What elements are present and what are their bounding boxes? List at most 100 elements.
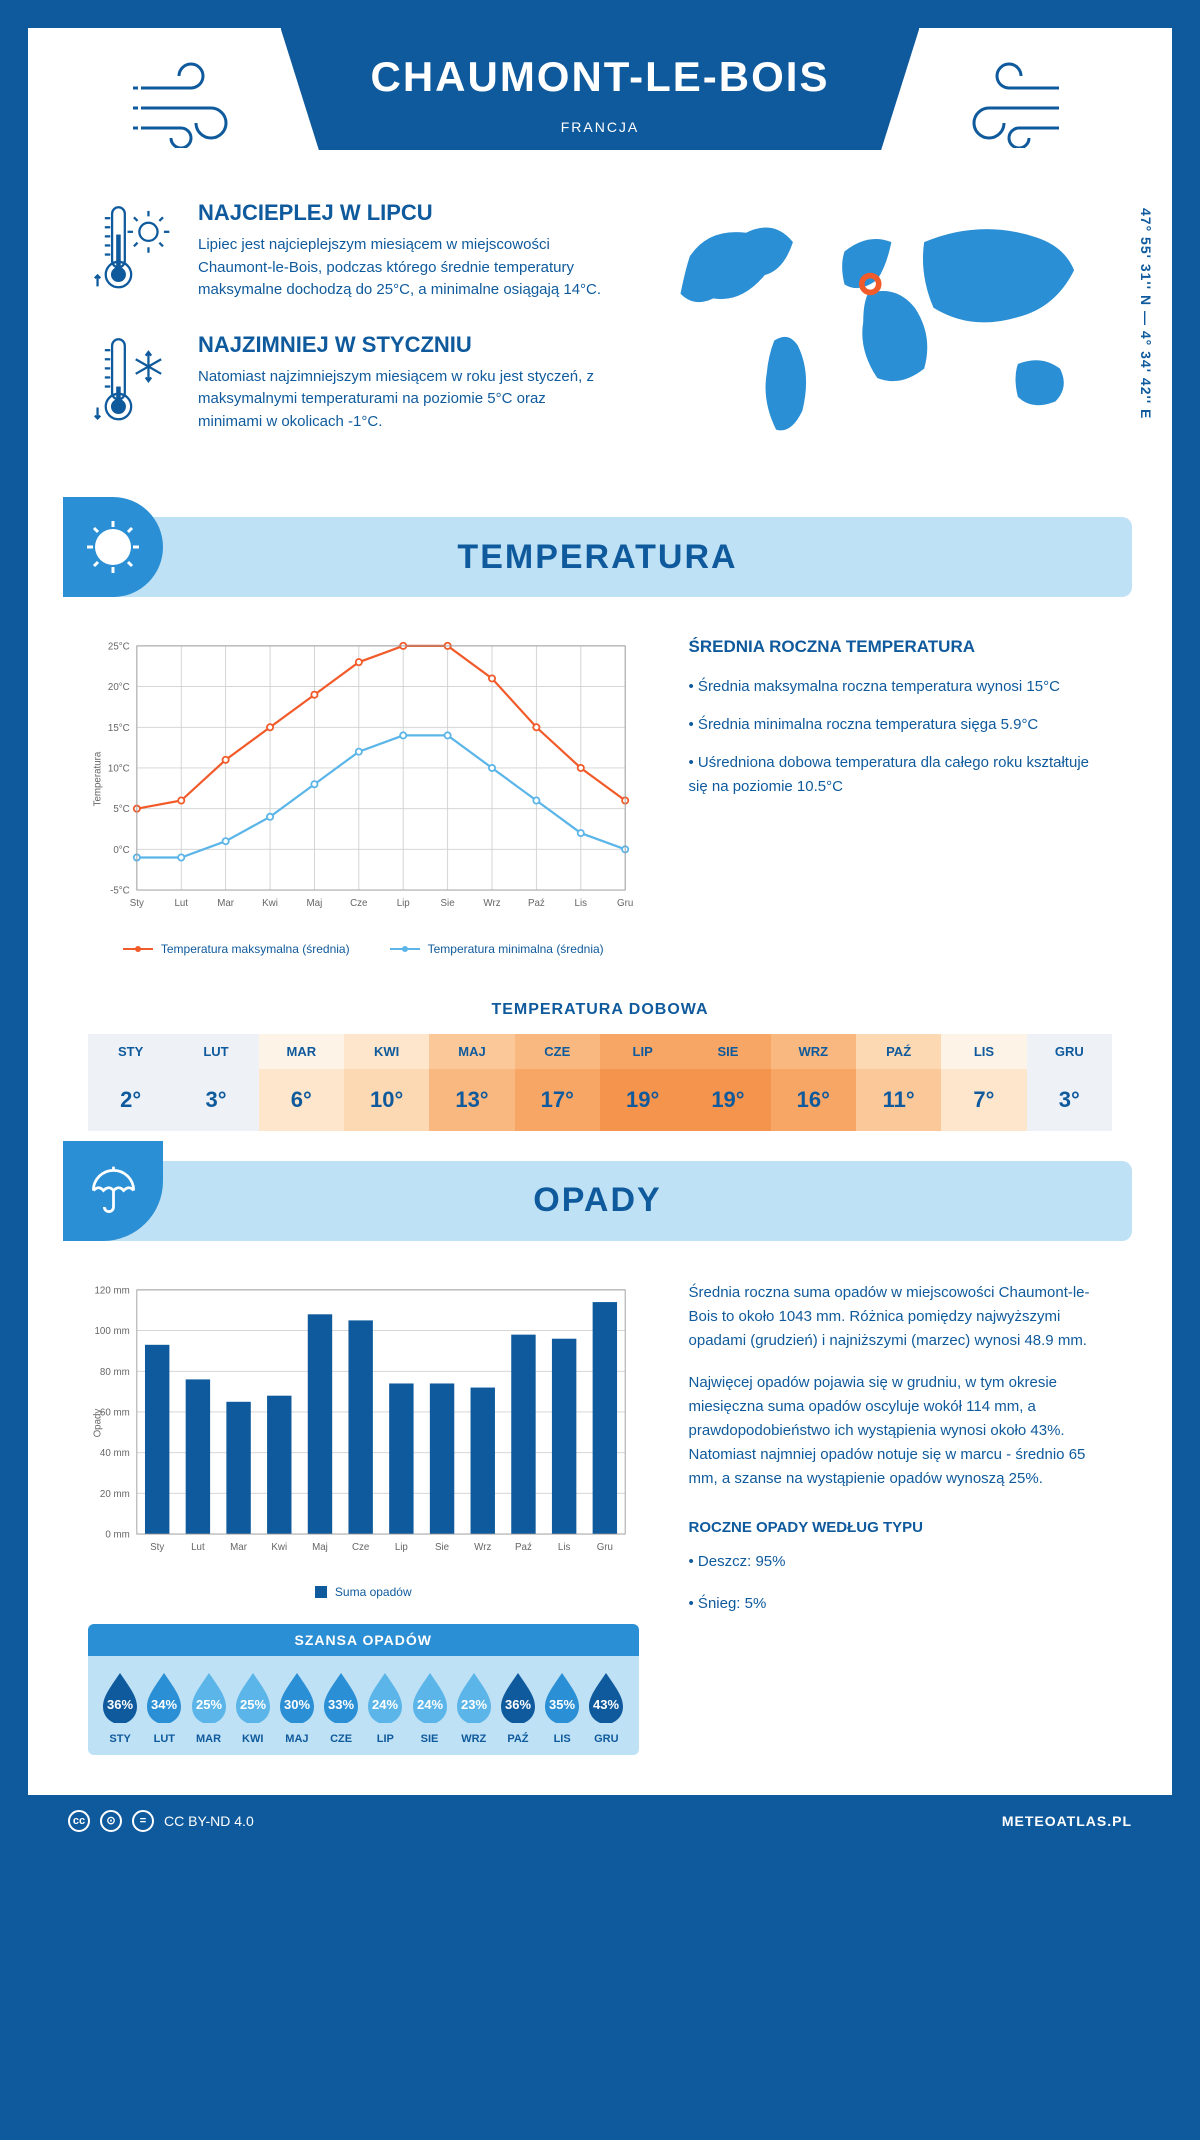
- chance-drop: 24%LIP: [364, 1671, 406, 1745]
- chance-drop: 36%PAŹ: [497, 1671, 539, 1745]
- svg-text:Paź: Paź: [528, 898, 545, 909]
- svg-text:36%: 36%: [107, 1697, 133, 1712]
- svg-text:Gru: Gru: [617, 898, 633, 909]
- coldest-block: NAJZIMNIEJ W STYCZNIU Natomiast najzimni…: [88, 332, 603, 434]
- world-map: [643, 200, 1112, 467]
- chance-title: SZANSA OPADÓW: [88, 1624, 639, 1656]
- svg-text:24%: 24%: [372, 1697, 398, 1712]
- temp-table-cell: LIP19°: [600, 1034, 685, 1131]
- svg-text:Wrz: Wrz: [483, 898, 500, 909]
- daily-temp-table: STY2°LUT3°MAR6°KWI10°MAJ13°CZE17°LIP19°S…: [88, 1034, 1112, 1131]
- svg-text:Temperatura: Temperatura: [92, 752, 103, 807]
- hottest-title: NAJCIEPLEJ W LIPCU: [198, 200, 603, 226]
- precip-text-2: Najwięcej opadów pojawia się w grudniu, …: [689, 1371, 1112, 1491]
- precip-bar-chart: 0 mm20 mm40 mm60 mm80 mm100 mm120 mmStyL…: [88, 1281, 639, 1599]
- sun-badge-icon: [63, 497, 163, 597]
- svg-text:Opady: Opady: [92, 1408, 103, 1437]
- svg-text:36%: 36%: [505, 1697, 531, 1712]
- precip-type-title: ROCZNE OPADY WEDŁUG TYPU: [689, 1516, 1112, 1540]
- by-icon: ⊙: [100, 1810, 122, 1832]
- temp-table-cell: LIS7°: [941, 1034, 1026, 1131]
- temp-table-cell: MAR6°: [259, 1034, 344, 1131]
- svg-text:20 mm: 20 mm: [100, 1488, 130, 1499]
- svg-text:Lip: Lip: [397, 898, 411, 909]
- daily-temp-title: TEMPERATURA DOBOWA: [28, 1001, 1172, 1019]
- precip-type-bullet: • Deszcz: 95%: [689, 1550, 1112, 1574]
- svg-text:Lut: Lut: [191, 1542, 205, 1553]
- svg-text:Lut: Lut: [174, 898, 188, 909]
- info-left: NAJCIEPLEJ W LIPCU Lipiec jest najcieple…: [88, 200, 603, 467]
- svg-text:43%: 43%: [593, 1697, 619, 1712]
- svg-text:5°C: 5°C: [113, 805, 129, 816]
- wind-icon-left: [131, 58, 251, 148]
- umbrella-badge-icon: [63, 1141, 163, 1241]
- coldest-title: NAJZIMNIEJ W STYCZNIU: [198, 332, 603, 358]
- svg-text:Cze: Cze: [352, 1542, 369, 1553]
- temp-table-cell: STY2°: [88, 1034, 173, 1131]
- precip-left: 0 mm20 mm40 mm60 mm80 mm100 mm120 mmStyL…: [88, 1281, 639, 1755]
- section-header-temperature: TEMPERATURA: [68, 517, 1132, 597]
- temperature-line-chart: -5°C0°C5°C10°C15°C20°C25°CStyLutMarKwiMa…: [88, 637, 639, 955]
- hottest-text: Lipiec jest najcieplejszym miesiącem w m…: [198, 234, 603, 302]
- temp-info-title: ŚREDNIA ROCZNA TEMPERATURA: [689, 637, 1112, 657]
- chance-drop: 23%WRZ: [453, 1671, 495, 1745]
- svg-text:60 mm: 60 mm: [100, 1407, 130, 1418]
- temperature-row: -5°C0°C5°C10°C15°C20°C25°CStyLutMarKwiMa…: [28, 627, 1172, 965]
- svg-text:Lip: Lip: [395, 1542, 409, 1553]
- section-header-precip: OPADY: [68, 1161, 1132, 1241]
- temp-bullet: • Średnia minimalna roczna temperatura s…: [689, 713, 1112, 737]
- legend-bar: Suma opadów: [335, 1585, 412, 1599]
- temp-table-cell: LUT3°: [173, 1034, 258, 1131]
- precip-type-bullet: • Śnieg: 5%: [689, 1592, 1112, 1616]
- svg-text:Lis: Lis: [558, 1542, 571, 1553]
- svg-text:Kwi: Kwi: [271, 1542, 287, 1553]
- hottest-block: NAJCIEPLEJ W LIPCU Lipiec jest najcieple…: [88, 200, 603, 302]
- chance-drop: 25%KWI: [232, 1671, 274, 1745]
- svg-text:Sty: Sty: [150, 1542, 164, 1553]
- legend-max: Temperatura maksymalna (średnia): [161, 942, 350, 956]
- chance-drop: 34%LUT: [143, 1671, 185, 1745]
- infographic-page: CHAUMONT-LE-BOIS FRANCJA 47° 55' 31'' N …: [20, 20, 1180, 1855]
- chance-drop: 33%CZE: [320, 1671, 362, 1745]
- temperature-heading: TEMPERATURA: [163, 538, 1132, 577]
- wind-icon-right: [949, 58, 1069, 148]
- svg-text:25%: 25%: [240, 1697, 266, 1712]
- temp-legend: Temperatura maksymalna (średnia) Tempera…: [88, 942, 639, 956]
- precip-legend: Suma opadów: [88, 1585, 639, 1599]
- chance-drop: 25%MAR: [188, 1671, 230, 1745]
- svg-text:Sie: Sie: [435, 1542, 449, 1553]
- svg-text:23%: 23%: [461, 1697, 487, 1712]
- svg-text:20°C: 20°C: [108, 683, 130, 694]
- legend-min: Temperatura minimalna (średnia): [428, 942, 604, 956]
- svg-text:Lis: Lis: [575, 898, 588, 909]
- thermometer-cold-icon: [88, 332, 178, 432]
- chance-drop: 36%STY: [99, 1671, 141, 1745]
- chance-drop: 35%LIS: [541, 1671, 583, 1745]
- temperature-info: ŚREDNIA ROCZNA TEMPERATURA • Średnia mak…: [689, 637, 1112, 955]
- temp-table-cell: SIE19°: [685, 1034, 770, 1131]
- svg-text:34%: 34%: [151, 1697, 177, 1712]
- nd-icon: =: [132, 1810, 154, 1832]
- precip-row: 0 mm20 mm40 mm60 mm80 mm100 mm120 mmStyL…: [28, 1271, 1172, 1765]
- svg-text:24%: 24%: [417, 1697, 443, 1712]
- city-name: CHAUMONT-LE-BOIS: [371, 53, 830, 101]
- svg-text:Mar: Mar: [230, 1542, 248, 1553]
- chance-drop: 30%MAJ: [276, 1671, 318, 1745]
- temp-table-cell: CZE17°: [515, 1034, 600, 1131]
- svg-text:Gru: Gru: [597, 1542, 613, 1553]
- chance-drop: 24%SIE: [409, 1671, 451, 1745]
- temp-table-cell: MAJ13°: [429, 1034, 514, 1131]
- svg-text:100 mm: 100 mm: [95, 1326, 130, 1337]
- coldest-text: Natomiast najzimniejszym miesiącem w rok…: [198, 366, 603, 434]
- svg-text:Wrz: Wrz: [474, 1542, 491, 1553]
- precip-heading: OPADY: [163, 1181, 1132, 1220]
- svg-text:Maj: Maj: [312, 1542, 328, 1553]
- svg-text:Mar: Mar: [217, 898, 235, 909]
- svg-text:Kwi: Kwi: [262, 898, 278, 909]
- temp-bullet: • Uśredniona dobowa temperatura dla całe…: [689, 751, 1112, 799]
- svg-text:Maj: Maj: [307, 898, 323, 909]
- svg-text:Sie: Sie: [441, 898, 455, 909]
- chance-box: SZANSA OPADÓW 36%STY34%LUT25%MAR25%KWI30…: [88, 1624, 639, 1755]
- svg-text:Sty: Sty: [130, 898, 144, 909]
- svg-text:Paź: Paź: [515, 1542, 532, 1553]
